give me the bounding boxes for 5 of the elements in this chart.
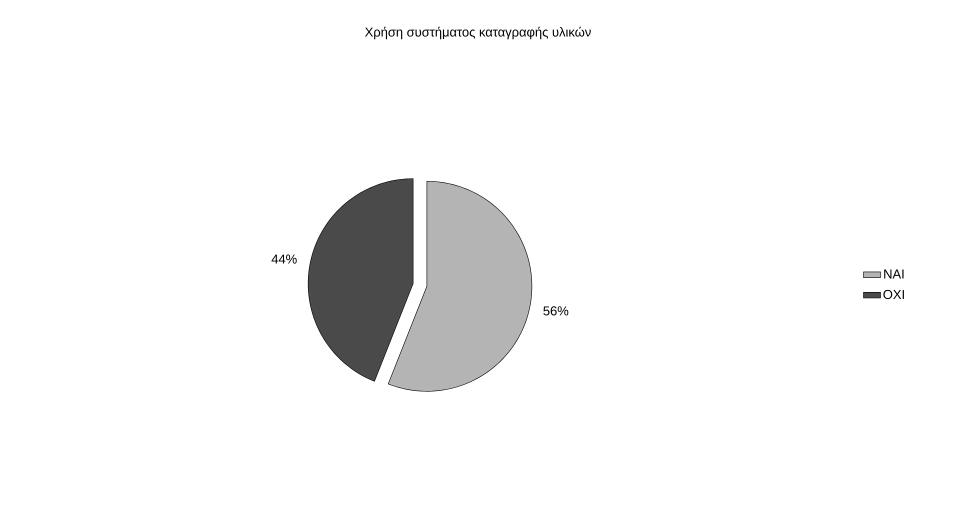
data-label: 44%	[272, 254, 297, 264]
chart-title: Χρήση συστήματος καταγραφής υλικών	[364, 26, 591, 40]
legend-label: ΟΧΙ	[883, 290, 904, 300]
legend-label: ΝΑΙ	[884, 270, 904, 278]
data-label: 56%	[543, 306, 568, 316]
